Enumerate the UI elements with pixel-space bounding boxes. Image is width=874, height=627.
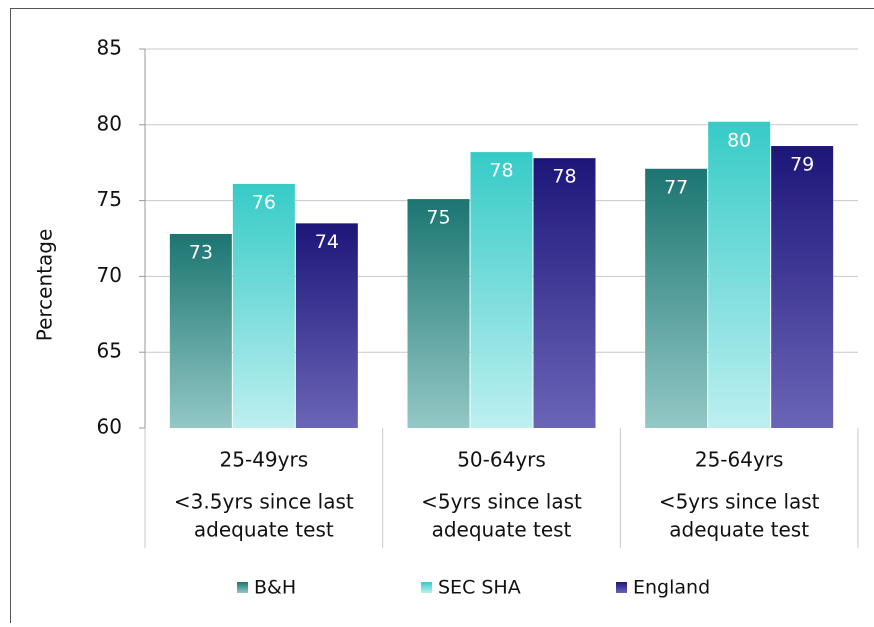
x-tick-label: <5yrs since last	[659, 490, 820, 514]
data-label: 79	[790, 154, 814, 176]
data-label: 80	[727, 129, 751, 151]
bar	[645, 169, 707, 428]
legend-swatch	[616, 582, 627, 593]
x-tick-label: <5yrs since last	[421, 490, 582, 514]
data-label: 74	[315, 231, 339, 253]
y-tick-label: 85	[97, 36, 122, 60]
x-tick-label: adequate test	[669, 518, 809, 542]
x-tick-label: 50-64yrs	[457, 448, 546, 472]
data-label: 78	[552, 166, 576, 188]
bar	[471, 152, 533, 428]
x-tick-label: adequate test	[194, 518, 334, 542]
x-tick-label: 25-64yrs	[695, 448, 784, 472]
x-tick-label: <3.5yrs since last	[174, 490, 354, 514]
legend-swatch	[421, 582, 432, 593]
legend-label: B&H	[254, 577, 296, 599]
bar	[771, 146, 833, 428]
bar	[233, 184, 295, 428]
bar	[408, 199, 470, 428]
data-label: 73	[189, 241, 213, 263]
x-tick-label: adequate test	[432, 518, 572, 542]
y-axis-label: Percentage	[33, 229, 57, 342]
bar	[708, 122, 770, 428]
legend-label: England	[633, 577, 710, 599]
data-label: 78	[489, 160, 513, 182]
bar	[534, 158, 596, 428]
y-tick-label: 60	[97, 415, 122, 439]
data-label: 77	[664, 176, 688, 198]
data-label: 75	[426, 207, 450, 229]
bar	[296, 223, 358, 428]
x-tick-label: 25-49yrs	[220, 448, 309, 472]
y-tick-label: 70	[97, 263, 122, 287]
data-label: 76	[252, 191, 276, 213]
y-tick-label: 80	[97, 111, 122, 135]
legend-label: SEC SHA	[438, 577, 521, 599]
y-tick-label: 65	[97, 339, 122, 363]
legend-swatch	[237, 582, 248, 593]
y-tick-label: 75	[97, 187, 122, 211]
